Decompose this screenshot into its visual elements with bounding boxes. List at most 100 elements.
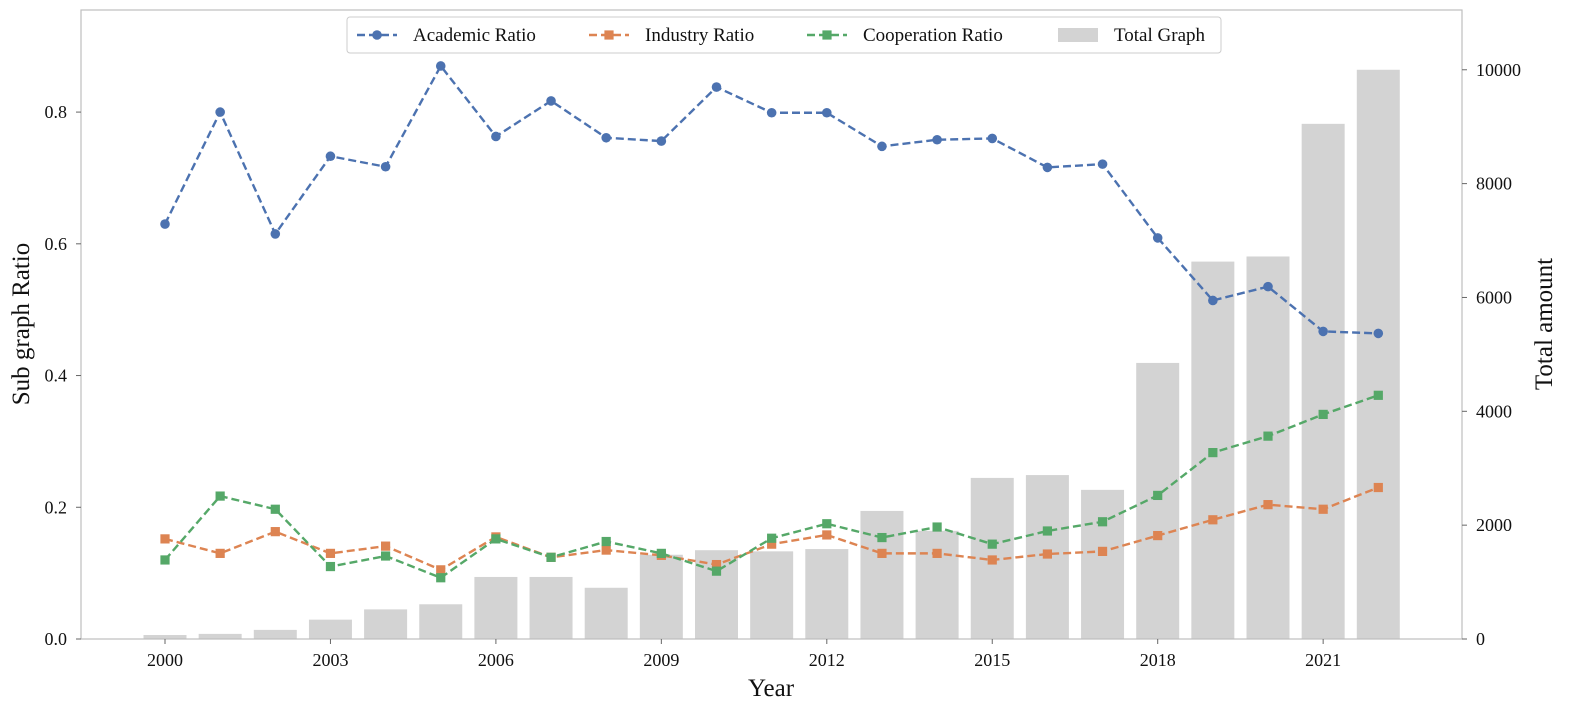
cooperation-ratio-point-2018 [1153, 490, 1163, 501]
academic-ratio-point-2013 [877, 141, 887, 152]
academic-ratio-point-2005 [435, 61, 446, 71]
y-left-tick-label-3: 0.6 [45, 234, 68, 254]
industry-ratio-point-2011 [767, 539, 777, 549]
academic-ratio-point-2021 [1318, 326, 1328, 337]
total-graph-bar-2004 [364, 609, 408, 639]
x-tick-label-2018: 2018 [1140, 650, 1176, 670]
cooperation-ratio-point-2010 [711, 566, 722, 576]
total-graph-bar-2001 [198, 633, 242, 639]
academic-ratio-point-2004 [380, 161, 391, 172]
total-graph-bar-2009 [639, 554, 683, 639]
cooperation-ratio-point-2008 [601, 536, 611, 547]
total-graph-bar-2006 [474, 576, 518, 639]
industry-ratio-point-2010 [711, 559, 722, 570]
academic-ratio-point-2008 [601, 132, 611, 143]
industry-ratio-point-2017 [1097, 546, 1108, 557]
academic-ratio-point-2014 [932, 134, 942, 145]
total-graph-bar-2021 [1301, 123, 1345, 640]
x-tick-label-2006: 2006 [478, 650, 514, 670]
cooperation-ratio-point-2002 [270, 504, 280, 514]
industry-ratio-point-2014 [932, 548, 942, 558]
x-tick-label-2003: 2003 [312, 650, 348, 670]
academic-ratio-point-2015 [987, 133, 998, 144]
y-left-tick-label-1: 0.2 [45, 497, 68, 517]
cooperation-ratio-point-2015 [987, 539, 997, 549]
industry-ratio-point-2018 [1153, 530, 1163, 541]
cooperation-ratio-point-2003 [325, 561, 336, 572]
academic-ratio-point-2009 [656, 136, 667, 146]
cooperation-ratio-point-2009 [656, 548, 666, 558]
legend-swatch-total-graph [1058, 28, 1098, 42]
y-left-tick-label-0: 0.0 [45, 629, 68, 649]
cooperation-ratio-point-2006 [491, 534, 501, 544]
legend-label-academic-ratio: Academic Ratio [413, 25, 536, 46]
legend: Academic Ratio Industry Ratio Cooperation … [346, 16, 1222, 54]
cooperation-ratio-point-2017 [1097, 517, 1108, 527]
cooperation-ratio-point-2011 [767, 533, 777, 543]
total-graph-bar-2003 [308, 619, 352, 639]
x-tick-label-2009: 2009 [643, 650, 679, 670]
industry-ratio-point-2016 [1042, 549, 1052, 559]
industry-ratio-point-2020 [1263, 500, 1273, 510]
cooperation-ratio-point-2021 [1318, 409, 1328, 420]
cooperation-ratio-point-2001 [215, 491, 225, 501]
x-tick-label-2015: 2015 [974, 650, 1010, 670]
y-right-tick-label-4: 8000 [1476, 174, 1512, 194]
total-graph-bar-2013 [860, 510, 904, 639]
industry-ratio-point-2021 [1318, 504, 1328, 514]
academic-ratio-point-2019 [1208, 295, 1218, 306]
cooperation-ratio-point-2012 [822, 519, 832, 529]
x-axis: 2000 2003 2006 2009 2012 2015 2018 2021 [147, 639, 1341, 670]
industry-ratio-point-2002 [270, 527, 280, 537]
total-graph-bar-2020 [1246, 256, 1290, 639]
academic-ratio-point-2020 [1263, 281, 1273, 292]
academic-ratio-point-2022 [1373, 328, 1384, 339]
legend-label-industry-ratio: Industry Ratio [645, 25, 754, 46]
total-graph-bar-2022 [1356, 69, 1400, 640]
cooperation-ratio-point-2020 [1263, 431, 1273, 441]
legend-marker-cooperation-ratio [822, 30, 832, 40]
plot-frame [80, 9, 1463, 640]
industry-ratio-point-2008 [601, 545, 611, 555]
line-layer [160, 61, 1384, 583]
academic-ratio-point-2006 [491, 131, 501, 142]
total-graph-bar-2012 [805, 549, 849, 639]
y-axis-left: 0.0 0.2 0.4 0.6 0.8 [45, 102, 81, 649]
academic-ratio-point-2000 [160, 219, 170, 229]
legend-label-cooperation-ratio: Cooperation Ratio [863, 25, 1003, 46]
academic-ratio-point-2010 [711, 82, 722, 92]
total-graph-bar-2005 [419, 604, 463, 639]
cooperation-ratio-point-2022 [1373, 390, 1383, 400]
cooperation-ratio-point-2013 [877, 532, 887, 543]
y-left-tick-label-4: 0.8 [45, 102, 68, 122]
legend-label-total-graph: Total Graph [1114, 25, 1206, 46]
academic-ratio-point-2007 [546, 96, 556, 106]
y-axis-left-title: Sub graph Ratio [8, 243, 35, 406]
academic-ratio-point-2018 [1152, 233, 1163, 243]
total-graph-bar-2002 [253, 629, 297, 639]
academic-ratio-point-2003 [325, 151, 336, 162]
total-graph-bar-2011 [750, 551, 794, 639]
industry-ratio-point-2003 [325, 548, 336, 558]
cooperation-ratio-point-2014 [932, 522, 942, 532]
industry-ratio-point-2015 [987, 555, 997, 565]
total-graph-bar-2017 [1081, 489, 1125, 639]
total-graph-bar-2018 [1136, 362, 1180, 639]
legend-marker-industry-ratio [604, 30, 614, 40]
y-right-tick-label-2: 4000 [1476, 401, 1512, 421]
total-graph-bar-2007 [529, 576, 573, 639]
legend-marker-academic-ratio [372, 30, 382, 40]
x-axis-title: Year [748, 675, 795, 702]
total-graph-bar-2000 [143, 635, 187, 639]
academic-ratio-point-2001 [215, 107, 225, 117]
cooperation-ratio-point-2016 [1042, 526, 1052, 536]
cooperation-ratio-point-2000 [160, 555, 170, 565]
academic-ratio-point-2016 [1042, 162, 1053, 173]
y-right-tick-label-3: 6000 [1476, 287, 1512, 307]
legend-frame [346, 16, 1222, 54]
y-right-tick-label-1: 2000 [1476, 515, 1512, 535]
total-graph-bar-2014 [915, 530, 959, 639]
x-tick-label-2021: 2021 [1305, 650, 1341, 670]
industry-ratio-point-2004 [381, 541, 391, 551]
